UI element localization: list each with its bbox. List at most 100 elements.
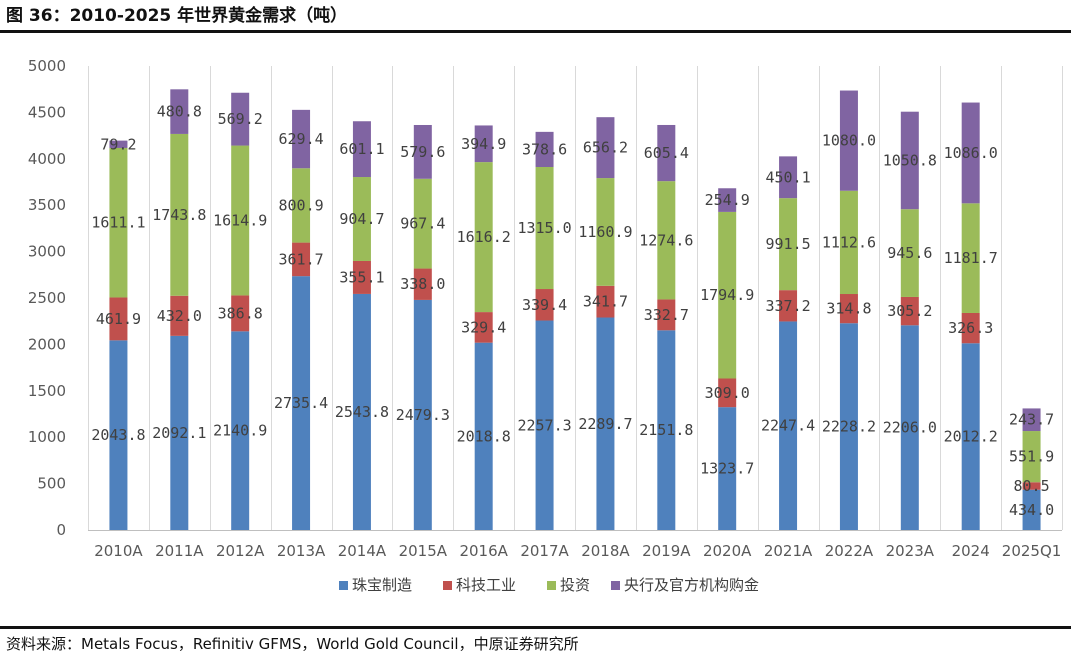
- bar-segment: [839, 190, 858, 295]
- x-tick-label: 2017A: [520, 542, 569, 560]
- bar-segment: [413, 124, 432, 179]
- data-label: 1315.0: [517, 219, 571, 237]
- data-label: 2092.1: [152, 424, 206, 442]
- x-tick-label: 2021A: [764, 542, 813, 560]
- bar-segment: [718, 211, 737, 379]
- bar-segment: [900, 325, 919, 530]
- bar-segment: [292, 242, 311, 277]
- bar-segment: [900, 111, 919, 210]
- data-label: 2247.4: [761, 417, 815, 435]
- y-tick-label: 1500: [28, 382, 66, 400]
- legend-label: 珠宝制造: [352, 576, 412, 594]
- y-tick-label: 4000: [28, 150, 66, 168]
- x-tick-label: 2024: [952, 542, 990, 560]
- bar-segment: [413, 268, 432, 300]
- legend: 珠宝制造 科技工业 投资 央行及官方机构购金: [339, 576, 759, 594]
- data-label: 341.7: [583, 293, 628, 311]
- data-label: 378.6: [522, 140, 567, 158]
- y-tick-label: 3000: [28, 243, 66, 261]
- bar-segment: [839, 294, 858, 324]
- y-axis-ticks: 0 500 1000 1500 2000 2500 3000 3500 4000 4500 5000: [28, 57, 66, 539]
- bar-segment: [474, 312, 493, 343]
- bar-segment: [231, 92, 250, 146]
- bar-segment: [1022, 431, 1041, 483]
- bar-segment: [474, 342, 493, 530]
- data-label: 2289.7: [578, 415, 632, 433]
- data-label: 2257.3: [517, 416, 571, 434]
- data-label: 434.0: [1009, 501, 1054, 519]
- data-label: 1611.1: [91, 214, 145, 232]
- data-label: 314.8: [826, 300, 871, 318]
- x-tick-label: 2013A: [277, 542, 326, 560]
- source-note: 资料来源：Metals Focus，Refinitiv GFMS，World G…: [6, 635, 579, 653]
- y-tick-label: 2000: [28, 335, 66, 353]
- bar-segment: [596, 317, 615, 530]
- bar-segment: [170, 133, 189, 296]
- x-axis-ticks: 2010A 2011A 2012A 2013A 2014A 2015A 2016A 2017A…: [94, 542, 1061, 560]
- y-tick-label: 0: [56, 521, 66, 539]
- legend-label: 投资: [560, 576, 590, 594]
- data-label: 1616.2: [457, 228, 511, 246]
- legend-swatch: [339, 581, 348, 590]
- data-label: 339.4: [522, 296, 567, 314]
- data-label: 309.0: [705, 384, 750, 402]
- data-label: 569.2: [218, 110, 263, 128]
- bar-segment: [718, 378, 737, 408]
- data-label: 1323.7: [700, 460, 754, 478]
- bar-segment: [657, 124, 676, 182]
- data-label: 361.7: [278, 250, 323, 268]
- bar-segment: [1022, 482, 1041, 490]
- bar-segment: [900, 209, 919, 297]
- bar-segment: [170, 295, 189, 336]
- data-label: 991.5: [765, 235, 810, 253]
- bar-segment: [596, 117, 615, 179]
- bar-segment: [961, 203, 980, 313]
- data-label: 629.4: [278, 130, 323, 148]
- y-tick-label: 3500: [28, 196, 66, 214]
- data-label: 461.9: [96, 310, 141, 328]
- gridlines: [88, 66, 1063, 531]
- bar-segment: [961, 312, 980, 344]
- data-label: 2151.8: [639, 421, 693, 439]
- legend-swatch: [547, 581, 556, 590]
- data-label: 2479.3: [396, 406, 450, 424]
- bar-segment: [109, 297, 128, 341]
- data-label: 337.2: [765, 297, 810, 315]
- bar-segment: [596, 178, 615, 286]
- bar-segment: [779, 321, 798, 530]
- x-tick-label: 2016A: [459, 542, 508, 560]
- data-label: 1181.7: [944, 249, 998, 267]
- top-rule: [0, 30, 1071, 33]
- data-label: 551.9: [1009, 448, 1054, 466]
- bar-segment: [170, 335, 189, 530]
- bar-segment: [718, 188, 737, 212]
- bar-segment: [779, 156, 798, 199]
- bar-segment: [657, 330, 676, 530]
- data-label: 80.5: [1014, 477, 1050, 495]
- bar-segment: [779, 290, 798, 322]
- x-tick-label: 2014A: [338, 542, 387, 560]
- bar-segment: [352, 177, 371, 261]
- data-label: 2206.0: [883, 419, 937, 437]
- bar-segment: [839, 323, 858, 530]
- bar-segment: [109, 340, 128, 530]
- bar-segment: [170, 89, 189, 134]
- bottom-rule: [0, 626, 1071, 629]
- data-label: 254.9: [705, 191, 750, 209]
- data-label: 394.9: [461, 135, 506, 153]
- bar-segment: [596, 285, 615, 318]
- data-label: 326.3: [948, 319, 993, 337]
- data-label: 2543.8: [335, 403, 389, 421]
- bar-segment: [231, 295, 250, 332]
- bar-segment: [535, 166, 554, 290]
- bar-segment: [109, 140, 128, 148]
- bar-segment: [474, 162, 493, 313]
- stacked-bar-chart: 0 500 1000 1500 2000 2500 3000 3500 4000 4500 5000…: [28, 57, 1063, 594]
- data-labels: 2043.8 461.9 1611.1 79.2 2092.1 432.0 1743.8 48…: [91, 103, 1054, 519]
- data-label: 450.1: [765, 168, 810, 186]
- data-label: 945.6: [887, 244, 932, 262]
- data-label: 2140.9: [213, 422, 267, 440]
- data-label: 579.6: [400, 143, 445, 161]
- data-label: 656.2: [583, 139, 628, 157]
- bar-segment: [292, 168, 311, 243]
